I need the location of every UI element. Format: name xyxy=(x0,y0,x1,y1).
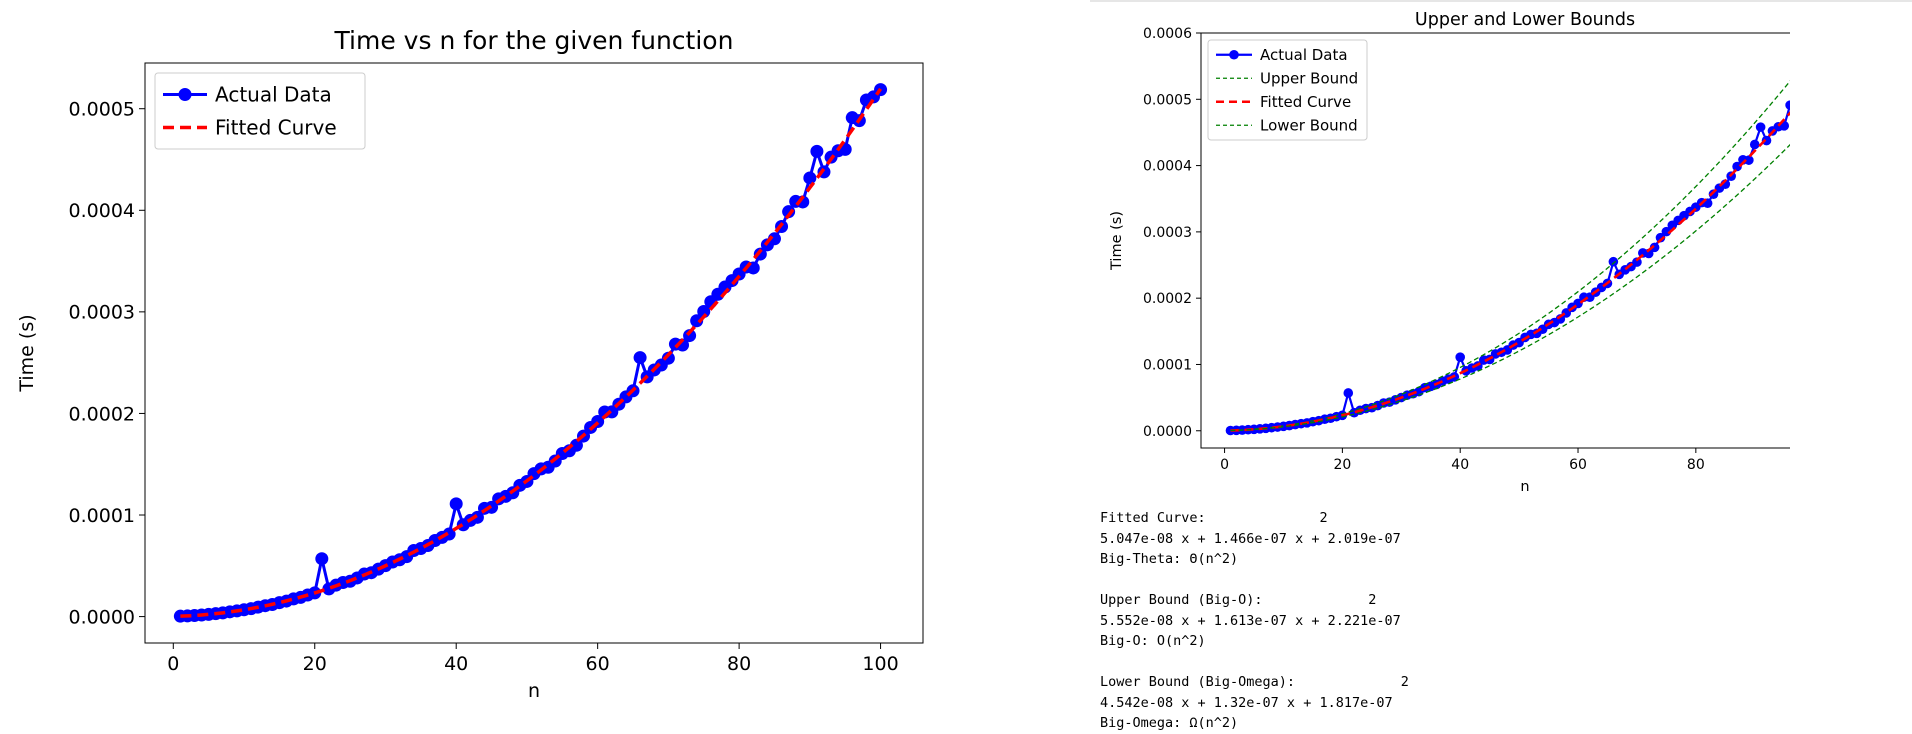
actual-data-point xyxy=(1655,232,1666,243)
y-axis-label: Time (s) xyxy=(1109,211,1125,271)
x-tick-label: 20 xyxy=(1333,457,1351,473)
legend-label: Actual Data xyxy=(1260,46,1348,64)
actual-data-point xyxy=(810,144,824,158)
actual-data-point xyxy=(1632,257,1642,267)
window-top-edge xyxy=(1090,0,1912,2)
y-tick-label: 0.0005 xyxy=(69,99,135,121)
output-line: Lower Bound (Big-Omega): 2 xyxy=(1100,674,1409,690)
actual-data-point xyxy=(1785,100,1790,110)
output-line: Upper Bound (Big-O): 2 xyxy=(1100,592,1377,608)
y-axis-label: Time (s) xyxy=(16,314,38,392)
x-tick-label: 40 xyxy=(1451,457,1469,473)
x-tick-label: 40 xyxy=(444,653,468,675)
x-tick-label: 0 xyxy=(167,653,179,675)
y-tick-label: 0.0004 xyxy=(69,200,135,222)
actual-data-point xyxy=(803,171,817,185)
console-output: Fitted Curve: 2 5.047e-08 x + 1.466e-07 … xyxy=(1100,508,1409,734)
legend: Actual Data Fitted Curve xyxy=(154,72,366,150)
output-line: 4.542e-08 x + 1.32e-07 x + 1.817e-07 xyxy=(1100,694,1393,711)
bounds-chart: Upper and Lower Bounds0204060801000.0000… xyxy=(1109,10,1790,495)
actual-data-point xyxy=(569,438,583,452)
legend-label: Lower Bound xyxy=(1260,117,1358,135)
actual-data-point xyxy=(661,351,675,365)
legend-label: Upper Bound xyxy=(1260,70,1358,88)
y-tick-label: 0.0002 xyxy=(69,403,135,425)
legend-label: Fitted Curve xyxy=(1260,93,1351,111)
actual-data-point xyxy=(683,329,697,343)
actual-data-point xyxy=(690,314,704,328)
legend: Actual Data Upper Bound Fitted Curve Lower … xyxy=(1207,39,1368,141)
actual-data-point xyxy=(1732,161,1742,172)
legend-label: Actual Data xyxy=(215,83,332,107)
actual-data-point xyxy=(697,304,711,318)
plot-frame xyxy=(144,62,924,644)
chart-title: Upper and Lower Bounds xyxy=(1415,10,1635,30)
actual-data-point xyxy=(315,552,329,566)
actual-data-point xyxy=(1755,122,1766,132)
legend-marker xyxy=(1229,49,1239,60)
actual-data-point xyxy=(1708,189,1719,199)
y-tick-label: 0.0003 xyxy=(69,302,135,324)
output-line: 5.552e-08 x + 1.613e-07 x + 2.221e-07 xyxy=(1100,612,1401,629)
y-tick-label: 0.0000 xyxy=(1143,424,1192,440)
actual-data-point xyxy=(1649,242,1660,253)
plot-area xyxy=(173,83,888,623)
actual-data-line xyxy=(180,88,882,618)
output-line: Fitted Curve: 2 xyxy=(1100,510,1328,526)
x-axis-label: n xyxy=(1520,479,1529,495)
output-line: 5.047e-08 x + 1.466e-07 x + 2.019e-07 xyxy=(1100,530,1401,547)
time-vs-n-chart: Time vs n for the given function 0 20 40 60 8… xyxy=(16,26,924,702)
actual-data-point xyxy=(1608,256,1619,267)
y-tick-label: 0.0001 xyxy=(69,505,135,527)
lower-bound-curve xyxy=(1230,143,1790,432)
output-line: Big-O: O(n^2) xyxy=(1100,633,1206,649)
actual-data-point xyxy=(470,510,484,524)
x-tick-label: 80 xyxy=(727,653,751,675)
actual-data-point xyxy=(1749,139,1760,150)
plot-frame xyxy=(1200,32,1790,449)
x-tick-label: 80 xyxy=(1687,457,1705,473)
actual-data-point xyxy=(442,527,456,541)
actual-data-point xyxy=(1455,352,1465,362)
y-tick-label: 0.0000 xyxy=(69,606,135,628)
plot-area xyxy=(1225,80,1790,436)
x-tick-label: 60 xyxy=(1569,457,1587,473)
x-tick-label: 100 xyxy=(862,653,898,675)
fitted-curve xyxy=(1230,111,1790,432)
actual-data-point xyxy=(449,497,463,511)
fitted-curve xyxy=(180,87,883,618)
actual-data-point xyxy=(1661,226,1672,237)
y-tick-label: 0.0005 xyxy=(1143,92,1192,108)
output-line: Big-Omega: Ω(n^2) xyxy=(1100,715,1239,731)
actual-data-point xyxy=(1761,135,1772,146)
y-tick-label: 0.0001 xyxy=(1143,358,1192,374)
x-tick-label: 20 xyxy=(303,653,327,675)
x-axis-label: n xyxy=(528,680,540,702)
y-tick-label: 0.0006 xyxy=(1143,26,1192,42)
actual-data-point xyxy=(1744,155,1754,165)
x-tick-label: 0 xyxy=(1220,457,1229,473)
y-tick-label: 0.0002 xyxy=(1143,291,1192,307)
chart-title: Time vs n for the given function xyxy=(334,26,734,55)
actual-data-point xyxy=(1643,248,1654,259)
actual-data-point xyxy=(633,351,647,365)
actual-data-point xyxy=(1343,388,1354,398)
y-tick-label: 0.0004 xyxy=(1143,159,1192,175)
y-tick-label: 0.0003 xyxy=(1143,225,1192,241)
legend-marker xyxy=(178,88,192,101)
actual-data-point xyxy=(782,205,796,219)
actual-data-point xyxy=(767,232,781,246)
legend-label: Fitted Curve xyxy=(215,116,337,140)
output-line: Big-Theta: Θ(n^2) xyxy=(1100,551,1239,567)
x-tick-label: 60 xyxy=(586,653,610,675)
